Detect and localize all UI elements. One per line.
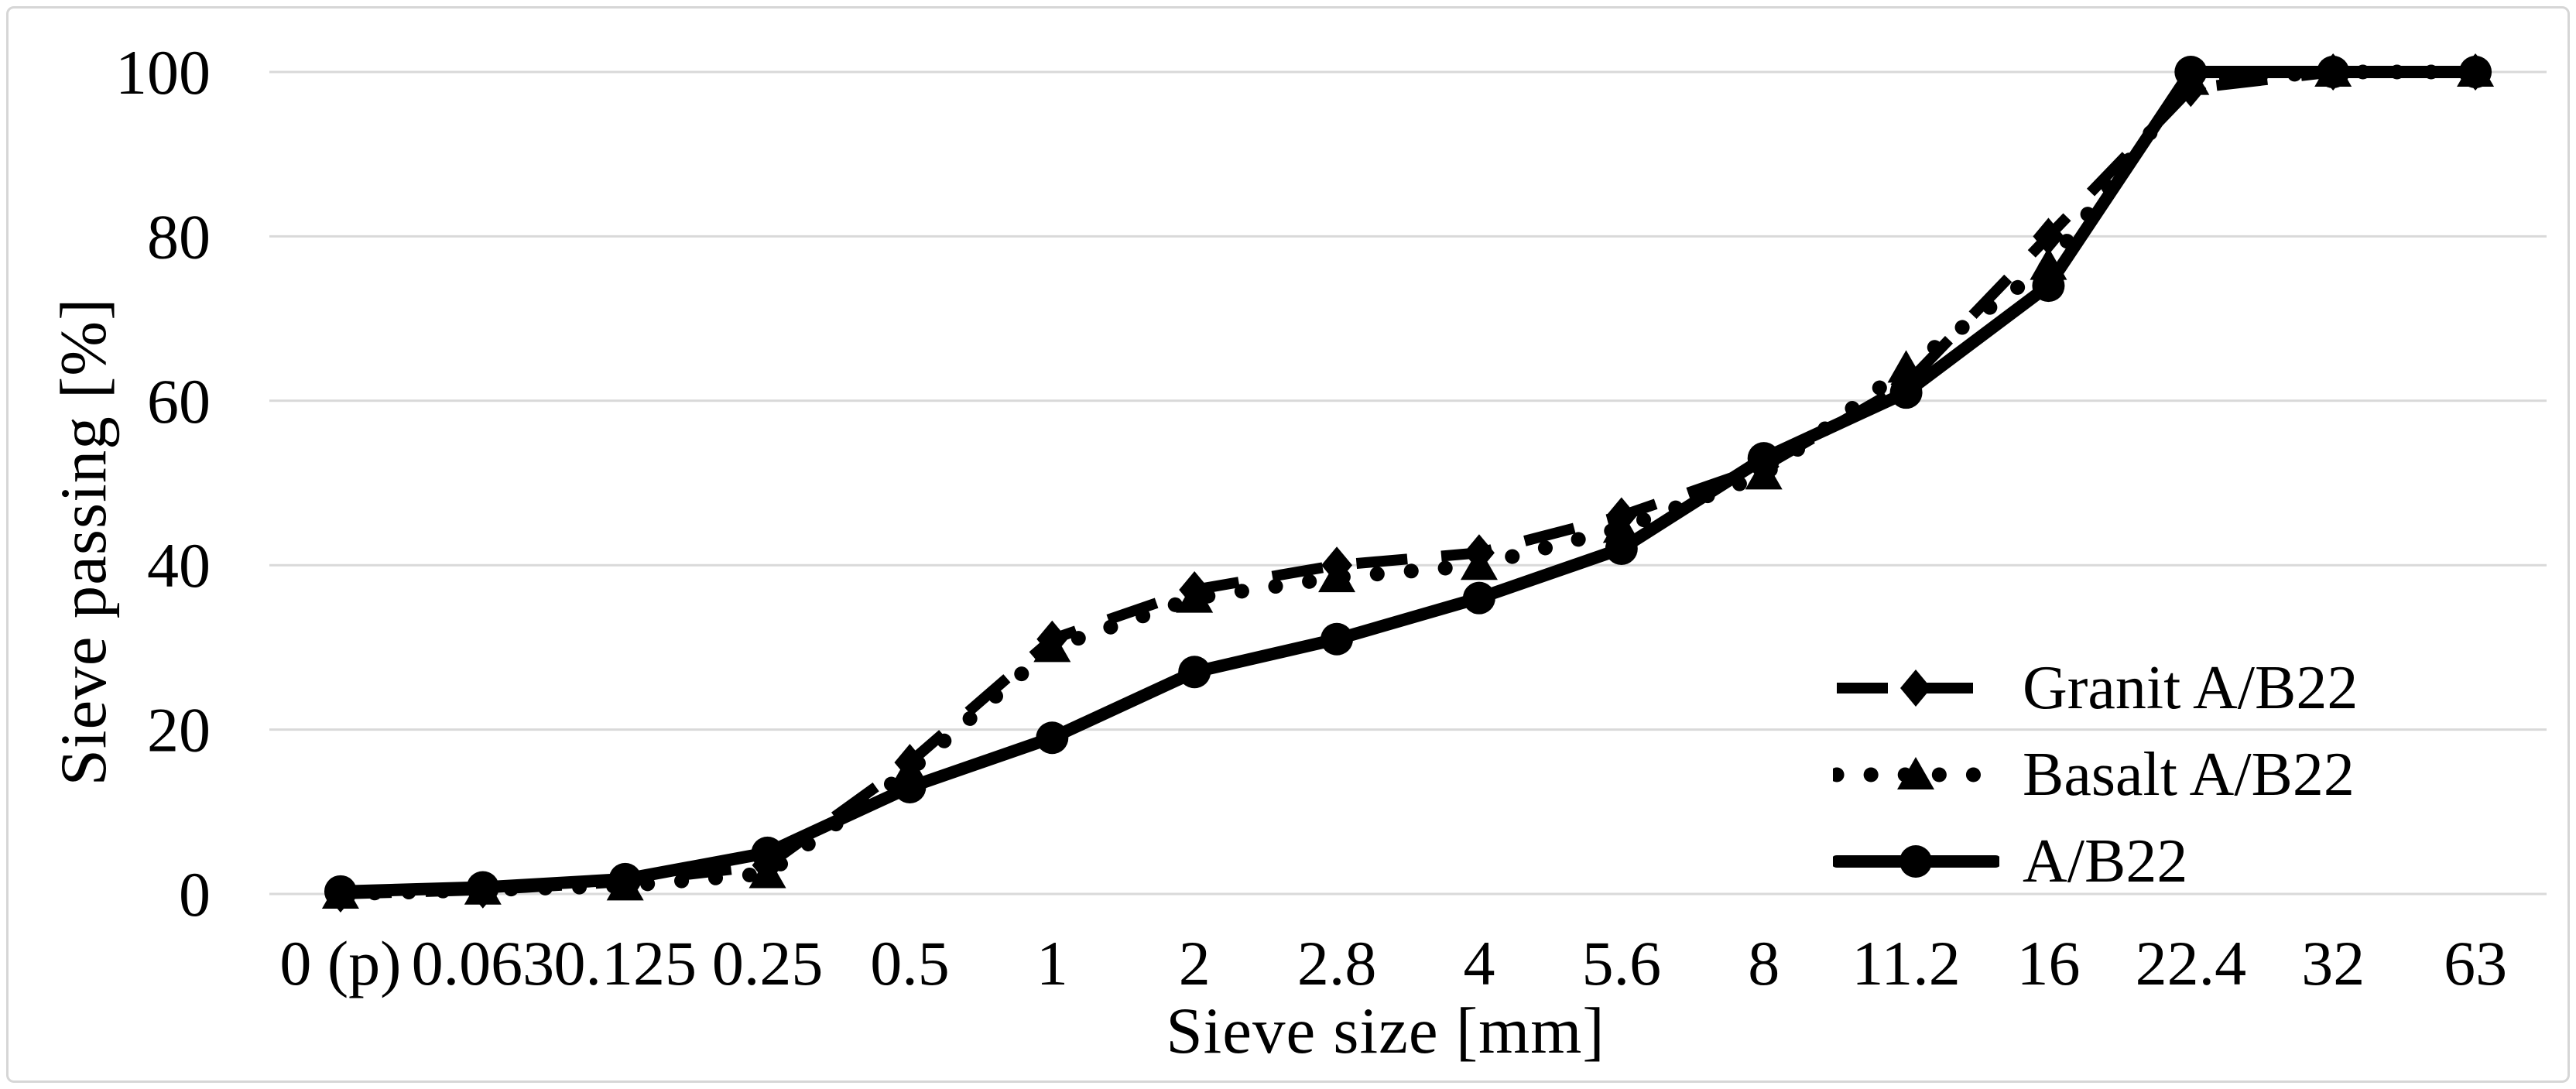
- x-axis-tick-label: 8: [1748, 928, 1780, 998]
- legend-sample-solid-circle: [1833, 845, 1999, 878]
- x-axis-tick-label: 2: [1179, 928, 1211, 998]
- y-axis-title: Sieve passing [%]: [47, 297, 120, 786]
- circle-marker: [1036, 721, 1069, 755]
- series-line-dashed: [340, 67, 2476, 899]
- legend-label: Basalt A/B22: [2023, 740, 2355, 809]
- circle-marker: [751, 836, 784, 869]
- circle-marker: [1178, 656, 1211, 689]
- legend-sample-dashed-diamond: [1837, 669, 1995, 707]
- x-axis-tick-label: 32: [2301, 928, 2365, 998]
- legend-label: A/B22: [2023, 827, 2188, 896]
- circle-marker: [1889, 376, 1923, 409]
- triangle-marker: [1897, 757, 1934, 789]
- legend-label: Granit A/B22: [2023, 653, 2358, 722]
- x-axis-tick-label: 0.125: [553, 928, 697, 998]
- y-axis-tick-label: 20: [147, 695, 211, 765]
- triangle-marker: [1176, 580, 1214, 613]
- diamond-marker: [2033, 217, 2064, 255]
- circle-marker: [893, 770, 927, 803]
- circle-marker: [1321, 622, 1354, 656]
- circle-marker: [1605, 532, 1638, 565]
- triangle-marker: [1033, 629, 1071, 663]
- legend-item-basalt: Basalt A/B22: [1833, 735, 2358, 814]
- x-axis-tick-label: 63: [2444, 928, 2507, 998]
- circle-marker: [1747, 442, 1780, 475]
- y-axis-tick-label: 0: [179, 859, 211, 930]
- series-line-dotted: [333, 64, 2483, 902]
- x-axis-tick-label: 0.25: [712, 928, 824, 998]
- x-axis-tick-label: 2.8: [1297, 928, 1377, 998]
- y-axis-tick-label: 60: [147, 366, 211, 437]
- x-axis-tick-label: 16: [2016, 928, 2080, 998]
- legend-item-granit: Granit A/B22: [1833, 649, 2358, 728]
- triangle-marker: [1318, 560, 1356, 593]
- circle-marker: [608, 862, 642, 896]
- circle-marker: [466, 871, 499, 904]
- circle-marker: [2317, 56, 2350, 88]
- circle-marker: [1899, 845, 1932, 878]
- triangle-marker: [1602, 510, 1640, 543]
- x-axis-tick-label: 11.2: [1852, 928, 1960, 998]
- circle-marker: [1462, 581, 1495, 615]
- diamond-marker: [1900, 669, 1931, 707]
- legend-item-ab22: A/B22: [1833, 822, 2358, 901]
- circle-marker: [2032, 269, 2065, 303]
- legend-sample-dotted-triangle: [1833, 757, 1999, 789]
- x-axis-tick-label: 22.4: [2136, 928, 2247, 998]
- triangle-marker: [1887, 350, 1925, 383]
- series-line-solid: [334, 66, 2482, 898]
- y-axis-tick-label: 80: [147, 201, 211, 272]
- legend: Granit A/B22 Basalt A/B22 A/B22: [1833, 649, 2358, 901]
- triangle-marker: [1460, 547, 1498, 580]
- circle-marker: [2174, 56, 2208, 88]
- x-axis-tick-label: 5.6: [1582, 928, 1662, 998]
- x-axis-title: Sieve size [mm]: [1166, 995, 1605, 1067]
- x-axis-tick-label: 0.5: [870, 928, 950, 998]
- triangle-marker: [748, 855, 786, 889]
- y-axis-tick-label: 100: [115, 37, 211, 108]
- x-axis-tick-label: 4: [1463, 928, 1495, 998]
- x-axis-tick-label: 1: [1036, 928, 1068, 998]
- x-axis-tick-label: 0 (p): [279, 928, 401, 998]
- circle-marker: [2459, 56, 2492, 88]
- y-axis-tick-label: 40: [147, 530, 211, 601]
- circle-marker: [324, 875, 357, 908]
- x-axis-tick-label: 0.063: [412, 928, 555, 998]
